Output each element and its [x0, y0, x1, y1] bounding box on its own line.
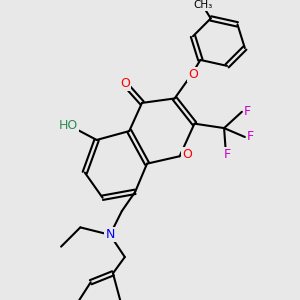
Text: F: F: [224, 148, 231, 161]
Text: CH₃: CH₃: [194, 0, 213, 11]
Text: F: F: [247, 130, 254, 143]
Text: F: F: [244, 105, 251, 118]
Text: O: O: [120, 77, 130, 90]
Text: O: O: [188, 68, 198, 81]
Text: HO: HO: [58, 118, 77, 132]
Text: N: N: [105, 228, 115, 241]
Text: O: O: [182, 148, 192, 161]
